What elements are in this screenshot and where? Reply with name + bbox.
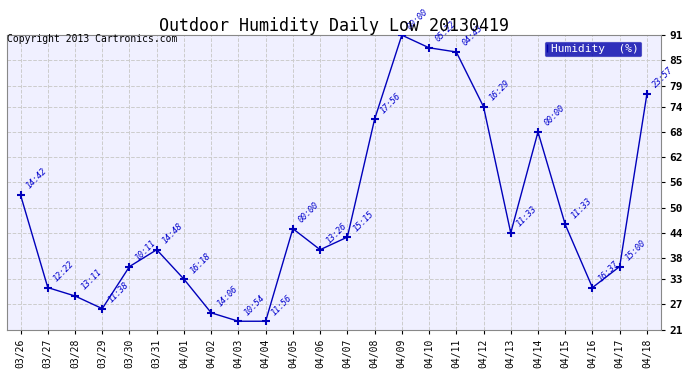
Text: 16:29: 16:29 [488,78,512,102]
Text: 16:37: 16:37 [597,260,620,284]
Text: 12:22: 12:22 [52,260,76,284]
Text: 00:00: 00:00 [542,104,566,128]
Text: 14:48: 14:48 [161,222,185,246]
Text: Copyright 2013 Cartronics.com: Copyright 2013 Cartronics.com [7,34,177,44]
Legend: Humidity  (%): Humidity (%) [544,41,642,57]
Text: 11:38: 11:38 [106,280,130,304]
Text: 11:33: 11:33 [515,205,539,229]
Text: 15:15: 15:15 [351,209,375,233]
Text: 10:54: 10:54 [243,293,266,317]
Text: 17:56: 17:56 [379,91,403,115]
Text: 13:26: 13:26 [324,222,348,246]
Text: 11:56: 11:56 [270,293,294,317]
Text: 14:06: 14:06 [215,285,239,309]
Text: 13:11: 13:11 [79,268,104,292]
Text: 05:22: 05:22 [433,20,457,44]
Text: 00:00: 00:00 [297,201,321,225]
Text: 23:57: 23:57 [651,66,675,90]
Text: 00:00: 00:00 [406,7,430,31]
Text: 10:11: 10:11 [134,238,158,262]
Text: 16:18: 16:18 [188,251,212,275]
Text: 15:00: 15:00 [624,238,648,262]
Text: 04:43: 04:43 [460,24,484,48]
Text: 14:42: 14:42 [25,167,49,191]
Text: 11:33: 11:33 [569,196,593,220]
Title: Outdoor Humidity Daily Low 20130419: Outdoor Humidity Daily Low 20130419 [159,17,509,35]
